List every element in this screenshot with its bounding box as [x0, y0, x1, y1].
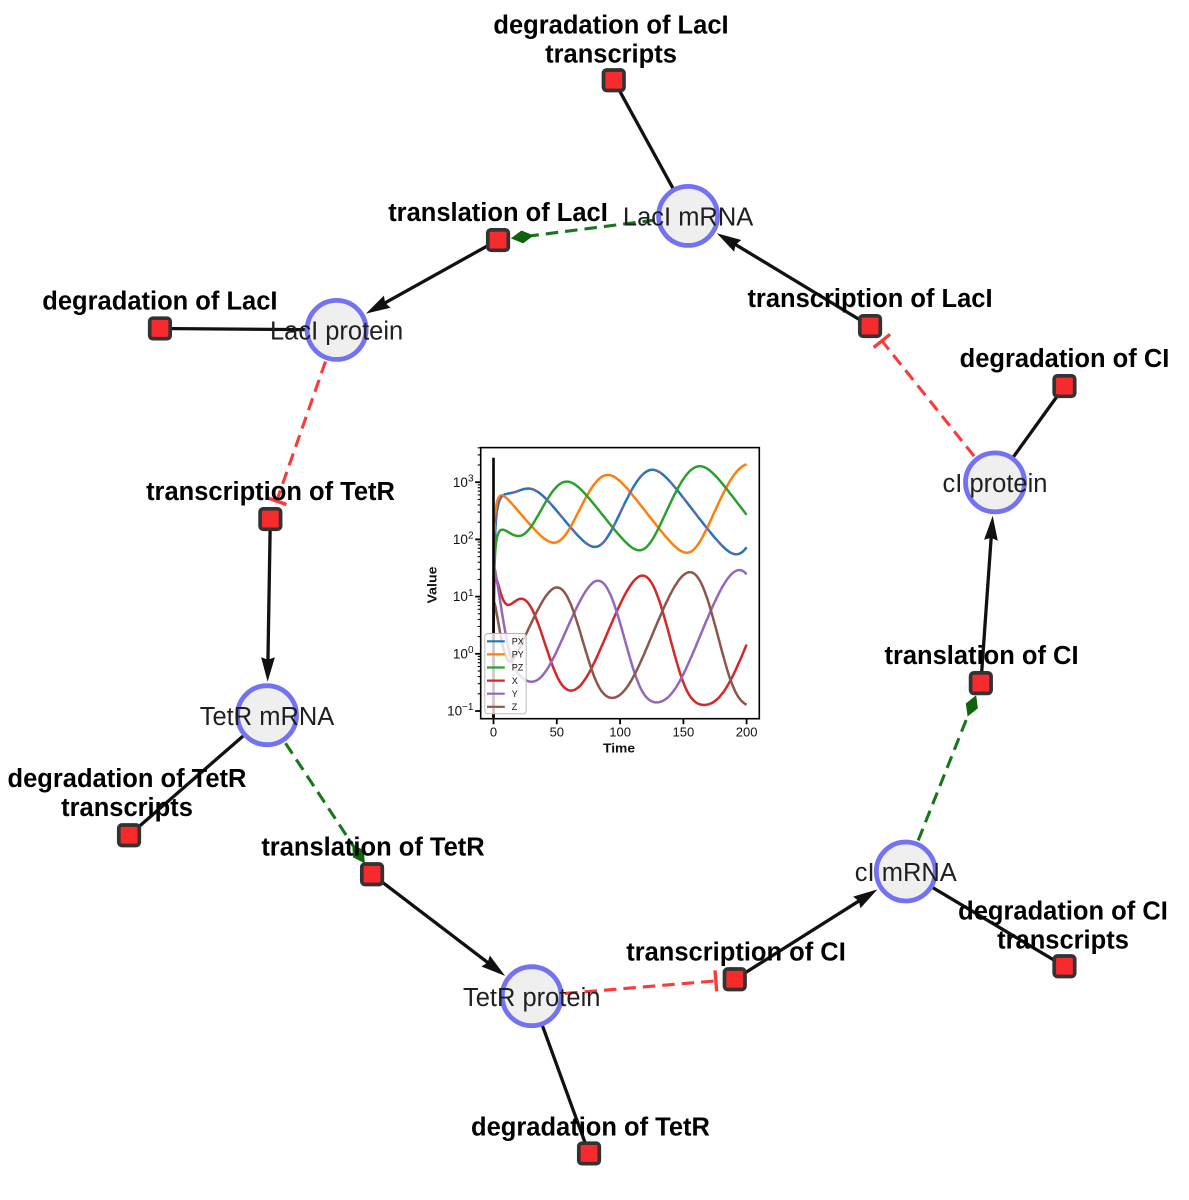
- svg-text:transcripts: transcripts: [997, 926, 1129, 954]
- svg-text:X: X: [512, 676, 518, 686]
- svg-text:Time: Time: [603, 741, 635, 756]
- svg-text:TetR mRNA: TetR mRNA: [200, 703, 335, 731]
- svg-text:degradation of TetR: degradation of TetR: [8, 765, 247, 793]
- svg-text:150: 150: [673, 725, 695, 740]
- svg-text:50: 50: [550, 725, 564, 740]
- svg-text:degradation of CI: degradation of CI: [960, 345, 1170, 373]
- svg-text:TetR protein: TetR protein: [463, 984, 601, 1012]
- svg-text:PX: PX: [512, 637, 524, 647]
- svg-text:degradation of TetR: degradation of TetR: [471, 1114, 710, 1142]
- svg-text:transcription of CI: transcription of CI: [626, 938, 846, 966]
- svg-text:LacI mRNA: LacI mRNA: [623, 204, 753, 232]
- svg-text:translation of TetR: translation of TetR: [261, 833, 484, 861]
- svg-text:cI mRNA: cI mRNA: [855, 859, 957, 887]
- svg-text:degradation of LacI: degradation of LacI: [42, 288, 277, 316]
- svg-text:Z: Z: [512, 702, 518, 712]
- svg-text:PY: PY: [512, 650, 524, 660]
- svg-text:degradation of LacI: degradation of LacI: [493, 11, 728, 39]
- svg-text:degradation of CI: degradation of CI: [958, 897, 1168, 925]
- svg-text:transcripts: transcripts: [61, 794, 193, 822]
- svg-text:translation of LacI: translation of LacI: [388, 199, 608, 227]
- svg-text:100: 100: [609, 725, 631, 740]
- svg-text:translation of CI: translation of CI: [884, 642, 1078, 670]
- svg-text:200: 200: [736, 725, 758, 740]
- svg-text:cI protein: cI protein: [943, 470, 1048, 498]
- svg-text:transcription of LacI: transcription of LacI: [747, 285, 992, 313]
- svg-text:transcripts: transcripts: [545, 40, 677, 68]
- svg-text:0: 0: [490, 725, 497, 740]
- svg-text:PZ: PZ: [512, 663, 524, 673]
- svg-text:Y: Y: [512, 689, 518, 699]
- svg-text:LacI protein: LacI protein: [270, 318, 403, 346]
- svg-text:Value: Value: [424, 567, 439, 604]
- svg-text:transcription of TetR: transcription of TetR: [146, 478, 395, 506]
